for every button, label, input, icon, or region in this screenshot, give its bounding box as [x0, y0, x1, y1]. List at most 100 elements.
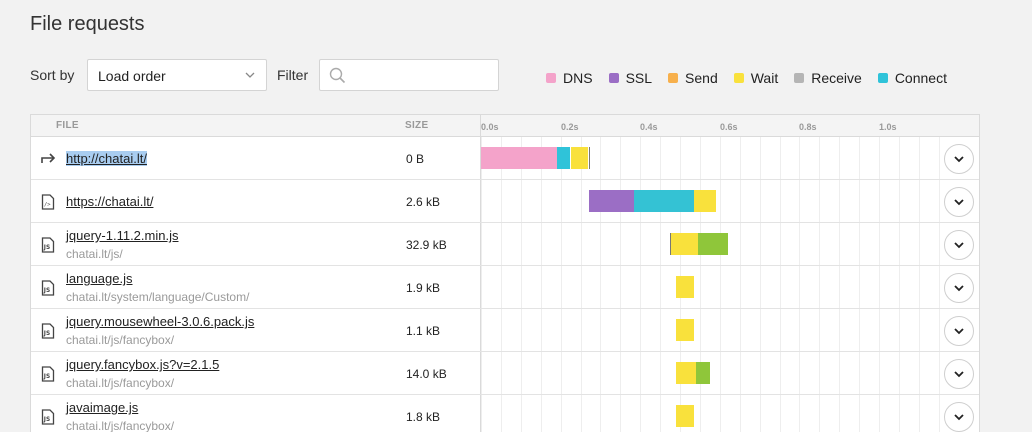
grid-line — [700, 137, 701, 432]
table-row[interactable]: JS javaimage.js chatai.lt/js/fancybox/1.8 … — [31, 395, 979, 432]
filter-input[interactable] — [352, 60, 492, 90]
js-file-icon: JS — [41, 409, 55, 430]
file-size: 1.1 kB — [406, 324, 441, 338]
grid-line — [819, 137, 820, 432]
js-file-icon: JS — [41, 323, 55, 344]
table-row[interactable]: /> https://chatai.lt/2.6 kB — [31, 180, 979, 223]
header-file: FILE — [56, 120, 79, 131]
table-row[interactable]: JS jquery.fancybox.js?v=2.1.5 chatai.lt/js… — [31, 352, 979, 395]
legend-label: SSL — [625, 70, 653, 86]
grid-line — [541, 137, 542, 432]
legend-swatch — [877, 73, 888, 83]
grid-line — [879, 137, 880, 432]
expand-row-button[interactable] — [944, 359, 974, 389]
chevron-down-icon — [954, 199, 964, 206]
legend-label: Receive — [811, 70, 862, 86]
grid-line — [620, 137, 621, 432]
file-path: chatai.lt/js/fancybox/ — [66, 333, 175, 347]
file-size: 0 B — [406, 152, 425, 166]
tick-label: 0.0s — [481, 122, 499, 132]
expand-row-button[interactable] — [944, 402, 974, 432]
chevron-down-icon — [954, 285, 964, 292]
sort-label: Sort by — [30, 67, 75, 83]
legend-swatch — [546, 73, 556, 83]
timing-bar — [676, 405, 694, 427]
filter-box[interactable] — [319, 59, 499, 91]
svg-text:JS: JS — [43, 331, 50, 337]
legend-swatch — [668, 73, 679, 83]
legend-item-send: Send — [668, 70, 718, 86]
legend: DNS SSL Send Wait Receive Connect — [546, 70, 963, 86]
grid-line — [740, 137, 741, 432]
js-file-icon: JS — [41, 237, 55, 258]
legend-label: Wait — [750, 70, 779, 86]
file-link[interactable]: jquery.fancybox.js?v=2.1.5 — [66, 357, 220, 372]
svg-text:JS: JS — [43, 288, 50, 294]
chevron-down-icon — [954, 242, 964, 249]
grid-line — [899, 137, 900, 432]
grid-line — [839, 137, 840, 432]
table-row[interactable]: JS jquery.mousewheel-3.0.6.pack.js chatai.… — [31, 309, 979, 352]
timing-bar — [556, 147, 571, 169]
legend-swatch — [733, 73, 744, 83]
tick-label: 0.2s — [561, 122, 579, 132]
timing-bar — [481, 147, 557, 169]
legend-label: DNS — [563, 70, 593, 86]
grid-line — [640, 137, 641, 432]
svg-text:JS: JS — [43, 417, 50, 423]
grid-line — [660, 137, 661, 432]
sort-select-value: Load order — [98, 68, 166, 84]
expand-row-button[interactable] — [944, 187, 974, 217]
grid-line — [501, 137, 502, 432]
js-file-icon: JS — [41, 366, 55, 387]
grid-line — [939, 137, 940, 432]
table-row[interactable]: JS language.js chatai.lt/system/language/C… — [31, 266, 979, 309]
legend-item-dns: DNS — [546, 70, 593, 86]
file-link[interactable]: jquery.mousewheel-3.0.6.pack.js — [66, 314, 255, 329]
legend-item-receive: Receive — [794, 70, 862, 86]
timing-bar — [693, 190, 716, 212]
grid-line — [919, 137, 920, 432]
timing-bar — [676, 319, 694, 341]
tick-label: 0.4s — [640, 122, 658, 132]
grid-line — [780, 137, 781, 432]
file-requests-table: FILE SIZE 0.0s 0.2s 0.4s 0.6s 0.8s 1.0s http:… — [30, 114, 980, 432]
header-size: SIZE — [405, 120, 429, 131]
tick-label: 0.6s — [720, 122, 738, 132]
grid-line — [561, 137, 562, 432]
expand-row-button[interactable] — [944, 144, 974, 174]
sort-select[interactable]: Load order — [87, 59, 267, 91]
file-size: 32.9 kB — [406, 238, 447, 252]
file-link[interactable]: language.js — [66, 271, 133, 286]
table-row[interactable]: JS jquery-1.11.2.min.js chatai.lt/js/32.9 … — [31, 223, 979, 266]
file-link[interactable]: https://chatai.lt/ — [66, 194, 154, 209]
file-size: 1.9 kB — [406, 281, 441, 295]
legend-item-wait: Wait — [733, 70, 779, 86]
tick-label: 0.8s — [799, 122, 817, 132]
expand-row-button[interactable] — [944, 316, 974, 346]
table-row[interactable]: http://chatai.lt/0 B — [31, 137, 979, 180]
legend-item-connect: Connect — [877, 70, 947, 86]
file-size: 2.6 kB — [406, 195, 441, 209]
expand-row-button[interactable] — [944, 273, 974, 303]
grid-line — [521, 137, 522, 432]
file-link[interactable]: jquery-1.11.2.min.js — [66, 228, 179, 243]
grid-line — [760, 137, 761, 432]
legend-swatch — [794, 73, 805, 83]
file-path: chatai.lt/js/fancybox/ — [66, 419, 175, 432]
grid-line — [799, 137, 800, 432]
timing-marker — [588, 147, 590, 169]
js-file-icon: JS — [41, 280, 55, 301]
legend-swatch — [608, 73, 619, 83]
legend-label: Send — [685, 70, 718, 86]
file-link[interactable]: javaimage.js — [66, 400, 139, 415]
page-title: File requests — [30, 13, 145, 35]
svg-text:/>: /> — [44, 202, 51, 208]
file-link[interactable]: http://chatai.lt/ — [66, 151, 147, 166]
grid-line — [859, 137, 860, 432]
timing-bar — [676, 362, 696, 384]
timing-bar — [697, 233, 728, 255]
legend-label: Connect — [894, 70, 947, 86]
expand-row-button[interactable] — [944, 230, 974, 260]
timing-marker — [670, 233, 671, 255]
